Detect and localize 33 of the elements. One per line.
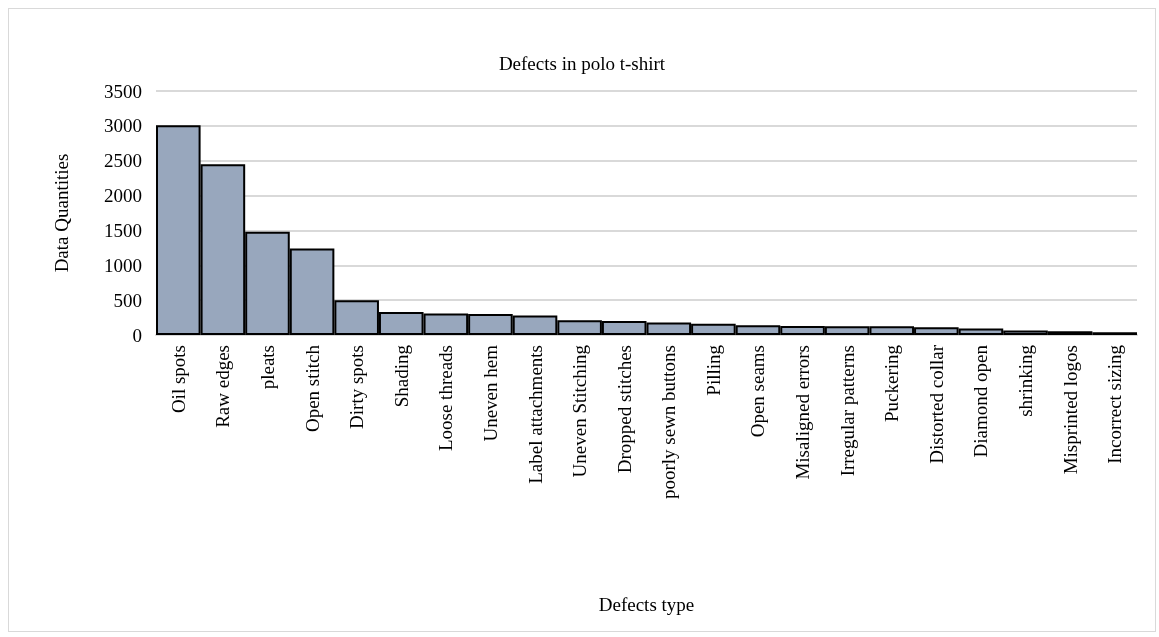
x-tick-label: Uneven hem (479, 344, 501, 442)
x-tick-label: Dropped stitches (613, 345, 635, 474)
x-tick-label: Dirty spots (346, 345, 368, 429)
x-tick-label: Irregular patterns (836, 345, 858, 477)
chart-title: Defects in polo t-shirt (498, 53, 666, 74)
x-tick-label: Oil spots (167, 345, 189, 414)
x-tick-label: shrinking (1015, 344, 1037, 417)
x-tick-label: poorly sewn buttons (658, 345, 680, 500)
x-tick-label: Misprinted logos (1059, 345, 1081, 475)
x-tick-label: Incorrect sizing (1104, 344, 1126, 464)
x-tick-label: Open seams (747, 345, 769, 438)
y-tick-label: 2500 (104, 150, 142, 172)
y-axis-title: Data Quantities (51, 153, 72, 273)
y-tick-label: 2000 (104, 185, 142, 207)
x-tick-label: Raw edges (212, 345, 234, 428)
y-tick-label: 3500 (104, 80, 142, 102)
x-tick-label: Pilling (702, 344, 724, 396)
x-axis-title: Defects type (598, 594, 695, 615)
x-tick-label: Puckering (881, 344, 903, 423)
x-tick-label: pleats (256, 345, 278, 390)
y-tick-label: 1500 (104, 219, 142, 241)
x-tick-label: Loose threads (435, 345, 457, 452)
y-tick-label: 0 (132, 324, 142, 346)
x-tick-label: Diamond open (970, 344, 992, 458)
x-tick-label: Uneven Stitching (569, 344, 591, 478)
x-tick-label: Misaligned errors (792, 345, 814, 480)
x-tick-label: Shading (390, 344, 412, 408)
y-tick-label: 500 (113, 289, 142, 311)
x-tick-label: Label attachments (524, 345, 546, 484)
y-tick-label: 1000 (104, 254, 142, 276)
x-tick-label: Distorted collar (925, 344, 947, 464)
y-tick-label: 3000 (104, 115, 142, 137)
x-tick-label: Open stitch (301, 344, 323, 433)
